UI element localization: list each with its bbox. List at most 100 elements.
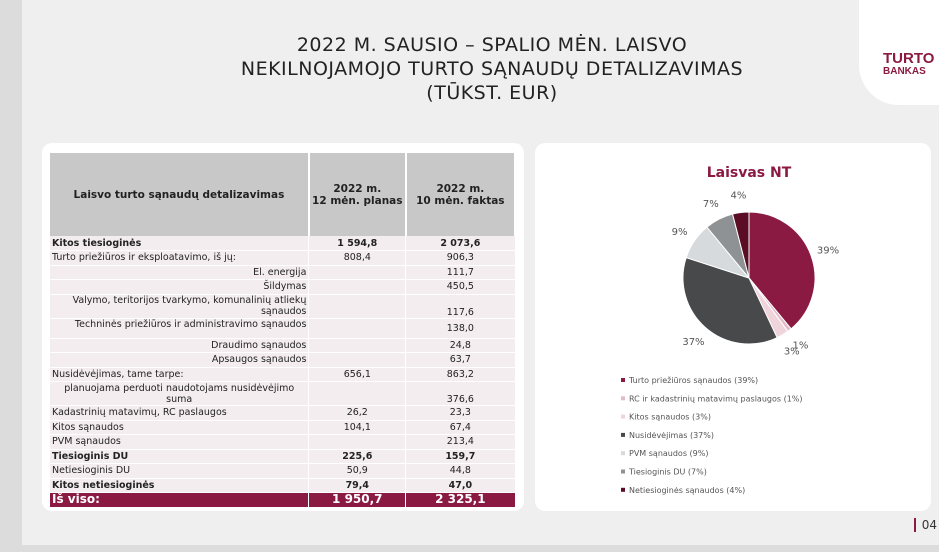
column-header: Laisvo turto sąnaudų detalizavimas (50, 153, 310, 236)
table-cell: Kitos tiesioginės (50, 236, 310, 251)
table-cell (308, 279, 407, 295)
table-row: Draudimo sąnaudos 24,8 (50, 338, 516, 353)
table-cell: Netiesioginis DU (50, 463, 310, 479)
table-row: El. energija 111,7 (50, 265, 516, 280)
data-label: 4% (731, 191, 747, 202)
table-cell: 450,5 (405, 279, 516, 295)
chart-title: Laisvas NT (707, 165, 792, 181)
table-row: PVM sąnaudos 213,4 (50, 434, 516, 450)
table-cell: Techninės priežiūros ir administravimo s… (50, 318, 310, 339)
table-cell (308, 294, 407, 319)
table-cell: 26,2 (308, 405, 407, 421)
table-row: planuojama perduoti naudotojams nusidėvė… (50, 381, 516, 406)
data-label: 9% (672, 227, 688, 238)
table-cell: 225,6 (308, 449, 407, 464)
logo: TURTO BANKAS (859, 0, 939, 105)
table-cell: 104,1 (308, 420, 407, 435)
table: Laisvo turto sąnaudų detalizavimas 2022 m… (50, 153, 517, 508)
table-cell: 50,9 (308, 463, 407, 479)
table-row: Kitos netiesioginės 79,4 47,0 (50, 478, 516, 493)
title-line: NEKILNOJAMOJO TURTO SĄNAUDŲ DETALIZAVIMA… (240, 58, 744, 80)
table-cell: 24,8 (405, 338, 516, 353)
pie-slice (748, 211, 816, 330)
legend-entry: Nusidėvėjimas (37%) (629, 431, 714, 440)
legend-entry: Tiesioginis DU (7%) (628, 468, 707, 477)
table-cell: planuojama perduoti naudotojams nusidėvė… (50, 381, 310, 406)
table-row: Techninės priežiūros ir administravimo s… (50, 318, 516, 339)
page-number: 04 (913, 518, 937, 532)
table-cell: 808,4 (308, 250, 407, 266)
table-cell: Turto priežiūros ir eksploatavimo, iš jų… (50, 250, 310, 266)
table-cell: 67,4 (405, 420, 516, 435)
table-cell: Šildymas (50, 279, 310, 295)
slide: 2022 M. SAUSIO – SPALIO MĖN. LAISVO NEKI… (22, 0, 939, 545)
table-cell: Kitos sąnaudos (50, 420, 310, 435)
legend-entry: Turto priežiūros sąnaudos (39%) (628, 376, 758, 385)
table-cell: Valymo, teritorijos tvarkymo, komunalini… (50, 294, 310, 319)
table-row: Apsaugos sąnaudos 63,7 (50, 352, 516, 368)
table-cell (308, 381, 407, 406)
legend-entry: RC ir kadastrinių matavimų paslaugos (1%… (629, 394, 803, 403)
table-cell: Nusidėvėjimas, tame tarpe: (50, 367, 310, 382)
table-row: Kitos tiesioginės 1 594,8 2 073,6 (50, 236, 516, 251)
chart-card: Laisvas NT 39% Turto priežiūros sąnaudos (… (535, 143, 931, 511)
pie-slice (731, 211, 750, 279)
table-cell: 2 073,6 (405, 236, 516, 251)
table-cell: 656,1 (308, 367, 407, 382)
table-cell: PVM sąnaudos (50, 434, 310, 450)
logo-text: BANKAS (883, 66, 926, 77)
column-header: 2022 m. 12 mėn. planas (308, 153, 407, 236)
table-row: Tiesioginis DU 225,6 159,7 (50, 449, 516, 464)
legend-swatch (621, 432, 625, 437)
table-cell: 111,7 (405, 265, 516, 280)
table-cell: 138,0 (405, 318, 516, 339)
table-cell (308, 318, 407, 339)
title-line: (TŪKST. EUR) (426, 82, 558, 104)
table-cell: 47,0 (405, 478, 516, 493)
legend-swatch (621, 451, 625, 456)
table-row: Kadastrinių matavimų, RC paslaugos 26,2 23… (50, 405, 516, 421)
table-cell (308, 265, 407, 280)
pie-slice (682, 256, 778, 345)
data-label: 37% (682, 337, 704, 348)
pie-chart: Laisvas NT 39% Turto priežiūros sąnaudos (… (621, 165, 839, 495)
legend-entry: PVM sąnaudos (9%) (629, 449, 708, 458)
legend-swatch (621, 487, 625, 492)
legend-entry: Kitos sąnaudos (3%) (629, 413, 711, 422)
table-cell: 117,6 (405, 294, 516, 319)
table-cell: 213,4 (405, 434, 516, 450)
table-card: Laisvo turto sąnaudų detalizavimas 2022 m… (42, 143, 524, 511)
table-cell: 23,3 (405, 405, 516, 421)
table-cell: Apsaugos sąnaudos (50, 352, 310, 368)
table-row: Kitos sąnaudos 104,1 67,4 (50, 420, 516, 435)
table-cell: Tiesioginis DU (50, 449, 310, 464)
table-cell: 63,7 (405, 352, 516, 368)
logo-text: TURTO (883, 50, 935, 67)
table-cell: 1 950,7 (308, 492, 407, 508)
legend-swatch (621, 469, 625, 474)
table-cell: 1 594,8 (308, 236, 407, 251)
table-cell: Kadastrinių matavimų, RC paslaugos (50, 405, 310, 421)
data-label: 1% (793, 340, 809, 351)
table-row: Turto priežiūros ir eksploatavimo, iš jų… (50, 250, 516, 266)
legend-swatch (621, 414, 625, 419)
legend-swatch (621, 396, 625, 401)
table-row: Nusidėvėjimas, tame tarpe: 656,1 863,2 (50, 367, 516, 382)
table-cell: Kitos netiesioginės (50, 478, 310, 493)
legend-swatch (621, 378, 625, 382)
table-cell: 79,4 (308, 478, 407, 493)
table-cell (308, 434, 407, 450)
title-line: 2022 M. SAUSIO – SPALIO MĖN. LAISVO (296, 34, 688, 56)
table-cell: 2 325,1 (405, 492, 516, 508)
legend-entry: Netiesioginės sąnaudos (4%) (629, 486, 745, 495)
total-row: Iš viso: 1 950,7 2 325,1 (50, 492, 516, 508)
column-header: 2022 m. 10 mėn. faktas (405, 153, 517, 236)
table-row: Netiesioginis DU 50,9 44,8 (50, 463, 516, 479)
table-cell: 159,7 (405, 449, 516, 464)
table-cell: 863,2 (405, 367, 516, 382)
table-cell: 376,6 (405, 381, 516, 406)
table-cell: 906,3 (405, 250, 516, 266)
data-label: 7% (703, 199, 719, 210)
table-cell (308, 352, 407, 368)
